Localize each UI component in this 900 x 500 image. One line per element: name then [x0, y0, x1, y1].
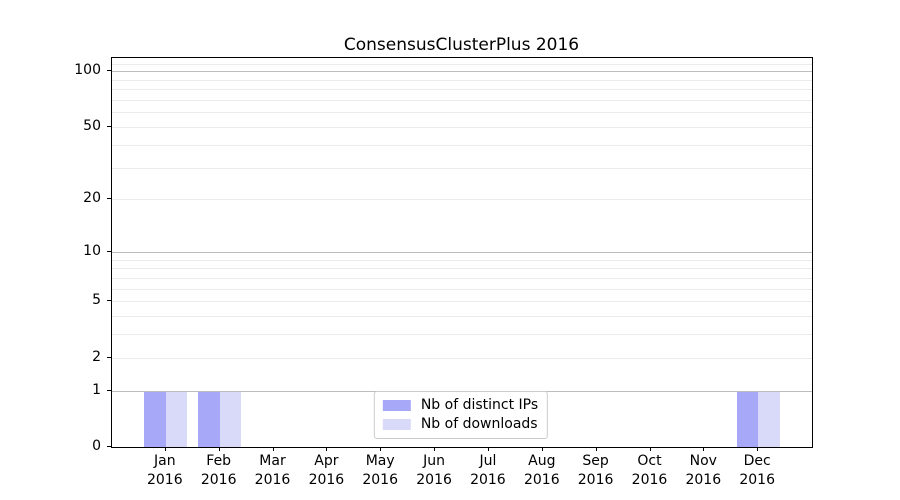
y-tick-label: 2: [92, 348, 101, 365]
x-tick-label: Jul 2016: [470, 453, 506, 488]
x-tick-label: Aug 2016: [523, 453, 560, 488]
y-tick-label: 0: [92, 438, 101, 454]
bar-distinct-ips: [198, 391, 220, 447]
legend: Nb of distinct IPs Nb of downloads: [373, 391, 549, 439]
legend-entry-distinct-ips: Nb of distinct IPs: [382, 397, 539, 413]
x-tick-mark: [703, 447, 705, 451]
legend-swatch-distinct-ips: [382, 399, 411, 411]
x-tick-label: Jun 2016: [416, 453, 452, 488]
bar-downloads: [219, 391, 242, 447]
gridline-minor: [112, 301, 812, 303]
x-tick-label: May 2016: [362, 453, 398, 488]
y-tick-mark: [107, 198, 111, 200]
x-tick-label: Sep 2016: [577, 453, 614, 488]
x-tick-mark: [541, 447, 543, 451]
gridline-minor: [112, 357, 812, 359]
x-tick-label: Dec 2016: [739, 453, 775, 488]
y-tick-label: 50: [83, 118, 101, 134]
y-tick-label: 1: [92, 381, 101, 398]
gridline-minor: [112, 127, 812, 128]
legend-entry-downloads: Nb of downloads: [382, 416, 538, 432]
x-tick-mark: [380, 447, 382, 451]
gridline-minor: [112, 112, 812, 114]
x-tick-mark: [326, 447, 328, 451]
y-tick-mark: [107, 126, 111, 127]
x-tick-mark: [164, 447, 166, 451]
y-tick-mark: [107, 389, 111, 391]
legend-label-downloads: Nb of downloads: [420, 416, 538, 432]
gridline-minor: [112, 89, 812, 91]
x-tick-label: Mar 2016: [254, 453, 291, 488]
bar-downloads: [165, 391, 188, 447]
x-tick-label: Oct 2016: [631, 453, 668, 488]
x-tick-mark: [757, 447, 759, 451]
gridline-major: [112, 251, 812, 253]
gridline-minor: [112, 63, 812, 65]
x-tick-label: Apr 2016: [308, 453, 345, 488]
legend-swatch-downloads: [382, 418, 411, 430]
gridline-minor: [112, 167, 812, 169]
gridline-major: [112, 71, 812, 73]
y-tick-label: 5: [92, 292, 101, 309]
gridline-minor: [112, 79, 812, 81]
bar-distinct-ips: [144, 391, 166, 447]
x-tick-label: Nov 2016: [685, 453, 722, 488]
gridline-minor: [112, 100, 812, 101]
x-tick-mark: [649, 447, 651, 451]
y-tick-mark: [107, 356, 111, 358]
legend-label-distinct-ips: Nb of distinct IPs: [420, 397, 539, 413]
gridline-minor: [112, 316, 812, 317]
x-tick-mark: [487, 447, 489, 451]
y-tick-mark: [107, 300, 111, 302]
gridline-minor: [112, 199, 812, 201]
gridline-minor: [112, 144, 812, 146]
gridline-minor: [112, 334, 812, 336]
x-tick-label: Feb 2016: [200, 453, 237, 488]
gridline-minor: [112, 288, 812, 290]
x-tick-label: Jan 2016: [146, 453, 183, 488]
x-tick-mark: [272, 447, 274, 451]
y-tick-label: 10: [83, 242, 101, 259]
y-tick-mark: [107, 446, 111, 447]
x-tick-mark: [595, 447, 597, 451]
bar-distinct-ips: [736, 391, 759, 447]
y-tick-mark: [107, 250, 111, 252]
chart-title: ConsensusClusterPlus 2016: [343, 35, 580, 55]
gridline-minor: [112, 259, 812, 261]
x-tick-mark: [218, 447, 220, 451]
gridline-minor: [112, 277, 812, 279]
x-tick-mark: [434, 447, 436, 451]
plot-area: [111, 57, 813, 448]
y-tick-label: 20: [83, 190, 101, 207]
y-tick-mark: [107, 70, 111, 72]
bar-downloads: [758, 391, 780, 447]
gridline-minor: [112, 268, 812, 270]
y-tick-label: 100: [74, 62, 101, 79]
